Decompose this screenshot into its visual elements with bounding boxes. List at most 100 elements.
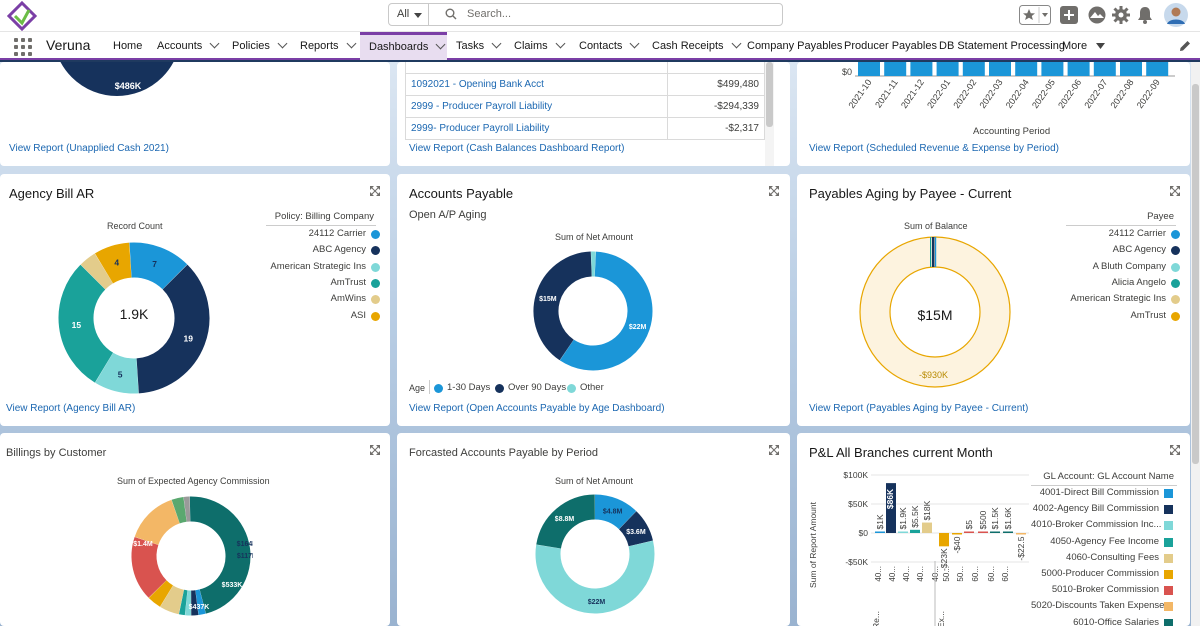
nav-item-cash-receipts[interactable]: Cash Receipts xyxy=(652,32,741,60)
legend-item[interactable]: Over 90 Days xyxy=(508,382,567,393)
chevron-down-icon[interactable] xyxy=(629,38,640,49)
legend-item[interactable]: 24112 Carrier xyxy=(1108,228,1166,239)
donut-slice[interactable] xyxy=(95,352,139,394)
setup-gear-icon[interactable] xyxy=(1111,5,1131,25)
legend-item[interactable]: AmWins xyxy=(330,293,366,305)
legend-item[interactable]: 1-30 Days xyxy=(447,382,491,393)
legend-item[interactable]: ASI xyxy=(350,309,366,321)
nav-item-home[interactable]: Home xyxy=(113,32,142,60)
chevron-down-icon[interactable] xyxy=(277,38,288,49)
donut-slice[interactable] xyxy=(535,540,655,614)
nav-item-claims[interactable]: Claims xyxy=(514,32,566,60)
donut-slice[interactable] xyxy=(178,589,188,616)
pl-bar[interactable] xyxy=(886,483,896,533)
legend-item[interactable]: American Strategic Ins xyxy=(1070,293,1166,305)
global-create-icon[interactable] xyxy=(1059,5,1079,25)
nav-item-policies[interactable]: Policies xyxy=(232,32,288,60)
legend-item[interactable]: ABC Agency xyxy=(1112,244,1166,256)
legend-item[interactable]: 4010-Broker Commission Inc... xyxy=(1031,519,1162,531)
chevron-down-icon[interactable] xyxy=(209,38,220,49)
donut-slice[interactable] xyxy=(160,585,185,615)
revenue-bar[interactable] xyxy=(910,62,933,76)
expand-icon[interactable] xyxy=(768,444,780,456)
pl-bar[interactable] xyxy=(1003,531,1013,534)
legend-item[interactable]: 4001-Direct Bill Commission xyxy=(1039,487,1159,498)
view-report-link[interactable]: View Report (Open Accounts Payable by Ag… xyxy=(409,403,665,414)
chevron-down-icon[interactable] xyxy=(346,38,356,49)
pl-bar[interactable] xyxy=(1016,533,1026,535)
user-avatar-icon[interactable] xyxy=(1164,3,1188,27)
donut-slice[interactable] xyxy=(135,264,210,394)
donut-slice[interactable] xyxy=(195,589,206,616)
expand-icon[interactable] xyxy=(1169,444,1181,456)
pl-bar[interactable] xyxy=(922,522,932,533)
search-input[interactable]: Search... xyxy=(467,8,512,20)
pl-bar[interactable] xyxy=(875,531,885,534)
revenue-bar[interactable] xyxy=(1067,62,1090,76)
pl-bar[interactable] xyxy=(990,531,1000,534)
view-report-link[interactable]: View Report (Unapplied Cash 2021) xyxy=(9,143,169,154)
revenue-bar[interactable] xyxy=(1146,62,1169,76)
donut-slice[interactable] xyxy=(131,536,167,598)
account-link[interactable]: 2999 - Producer Payroll Liability xyxy=(404,95,669,118)
legend-item[interactable]: 4050-Agency Fee Income xyxy=(1050,535,1159,547)
view-report-link[interactable]: View Report (Cash Balances Dashboard Rep… xyxy=(409,143,625,154)
trailhead-icon[interactable] xyxy=(1087,5,1107,25)
legend-item[interactable]: 5000-Producer Commission xyxy=(1041,568,1159,579)
expand-icon[interactable] xyxy=(369,444,381,456)
revenue-bar[interactable] xyxy=(858,62,880,76)
nav-item-accounts[interactable]: Accounts xyxy=(157,32,220,60)
view-report-link[interactable]: View Report (Scheduled Revenue & Expense… xyxy=(809,143,1059,154)
revenue-bar[interactable] xyxy=(884,62,907,76)
donut-slice[interactable] xyxy=(932,237,935,267)
donut-slice[interactable] xyxy=(533,251,593,361)
donut-slice[interactable] xyxy=(58,264,114,383)
donut-slice[interactable] xyxy=(171,496,187,524)
scrollbar-thumb[interactable] xyxy=(1192,84,1199,464)
pl-bar[interactable] xyxy=(898,531,908,534)
search-scope-select[interactable]: All xyxy=(389,4,429,25)
nav-item-more[interactable]: More xyxy=(1062,32,1106,60)
revenue-bar[interactable] xyxy=(1120,62,1142,76)
revenue-bar[interactable] xyxy=(962,62,985,76)
app-logo-icon[interactable] xyxy=(7,1,37,31)
notifications-bell-icon[interactable] xyxy=(1135,5,1155,25)
chevron-down-icon[interactable] xyxy=(435,39,446,50)
edit-nav-pencil-icon[interactable] xyxy=(1178,39,1192,53)
pl-bar[interactable] xyxy=(952,533,962,535)
donut-slice[interactable] xyxy=(618,511,653,547)
account-link[interactable]: 2999- Producer Payroll Liability xyxy=(404,117,669,140)
donut-slice[interactable] xyxy=(148,580,174,607)
favorites-icon[interactable] xyxy=(1019,5,1051,25)
legend-item[interactable]: 4060-Consulting Fees xyxy=(1066,551,1159,563)
donut-slice[interactable] xyxy=(594,494,637,530)
table-row[interactable]: 1092021 - Opening Bank Acct $499,480 xyxy=(404,73,765,96)
donut-slice[interactable] xyxy=(80,253,114,290)
nav-item-db-statement-processing[interactable]: DB Statement Processing xyxy=(939,32,1065,60)
pl-bar[interactable] xyxy=(978,531,988,534)
chevron-down-icon[interactable] xyxy=(731,38,741,49)
legend-item[interactable]: 5020-Discounts Taken Expense xyxy=(1031,600,1165,612)
legend-item[interactable]: ABC Agency xyxy=(312,244,366,256)
legend-item[interactable]: 4002-Agency Bill Commission xyxy=(1032,503,1159,515)
nav-item-dashboards[interactable]: Dashboards xyxy=(360,32,447,60)
donut-slice[interactable] xyxy=(559,251,653,371)
chevron-down-icon[interactable] xyxy=(491,38,502,49)
legend-item[interactable]: A Bluth Company xyxy=(1092,260,1166,272)
legend-item[interactable]: 6010-Office Salaries xyxy=(1073,616,1159,626)
legend-item[interactable]: Alicia Angelo xyxy=(1111,276,1166,288)
donut-slice[interactable] xyxy=(935,237,937,267)
revenue-bar[interactable] xyxy=(989,62,1011,76)
pl-bar[interactable] xyxy=(939,533,949,547)
revenue-bar[interactable] xyxy=(1093,62,1116,76)
donut-slice[interactable] xyxy=(189,496,251,614)
donut-slice[interactable] xyxy=(536,494,596,550)
table-row[interactable]: 2999- Producer Payroll Liability -$2,317 xyxy=(404,117,765,140)
donut-slice[interactable] xyxy=(134,499,181,546)
revenue-bar[interactable] xyxy=(1041,62,1064,76)
legend-item[interactable]: AmTrust xyxy=(1130,309,1166,321)
donut-slice[interactable] xyxy=(129,242,188,290)
global-search[interactable]: All Search... xyxy=(388,3,783,26)
revenue-bar[interactable] xyxy=(1015,62,1038,76)
nav-item-producer-payables[interactable]: Producer Payables xyxy=(844,32,937,60)
